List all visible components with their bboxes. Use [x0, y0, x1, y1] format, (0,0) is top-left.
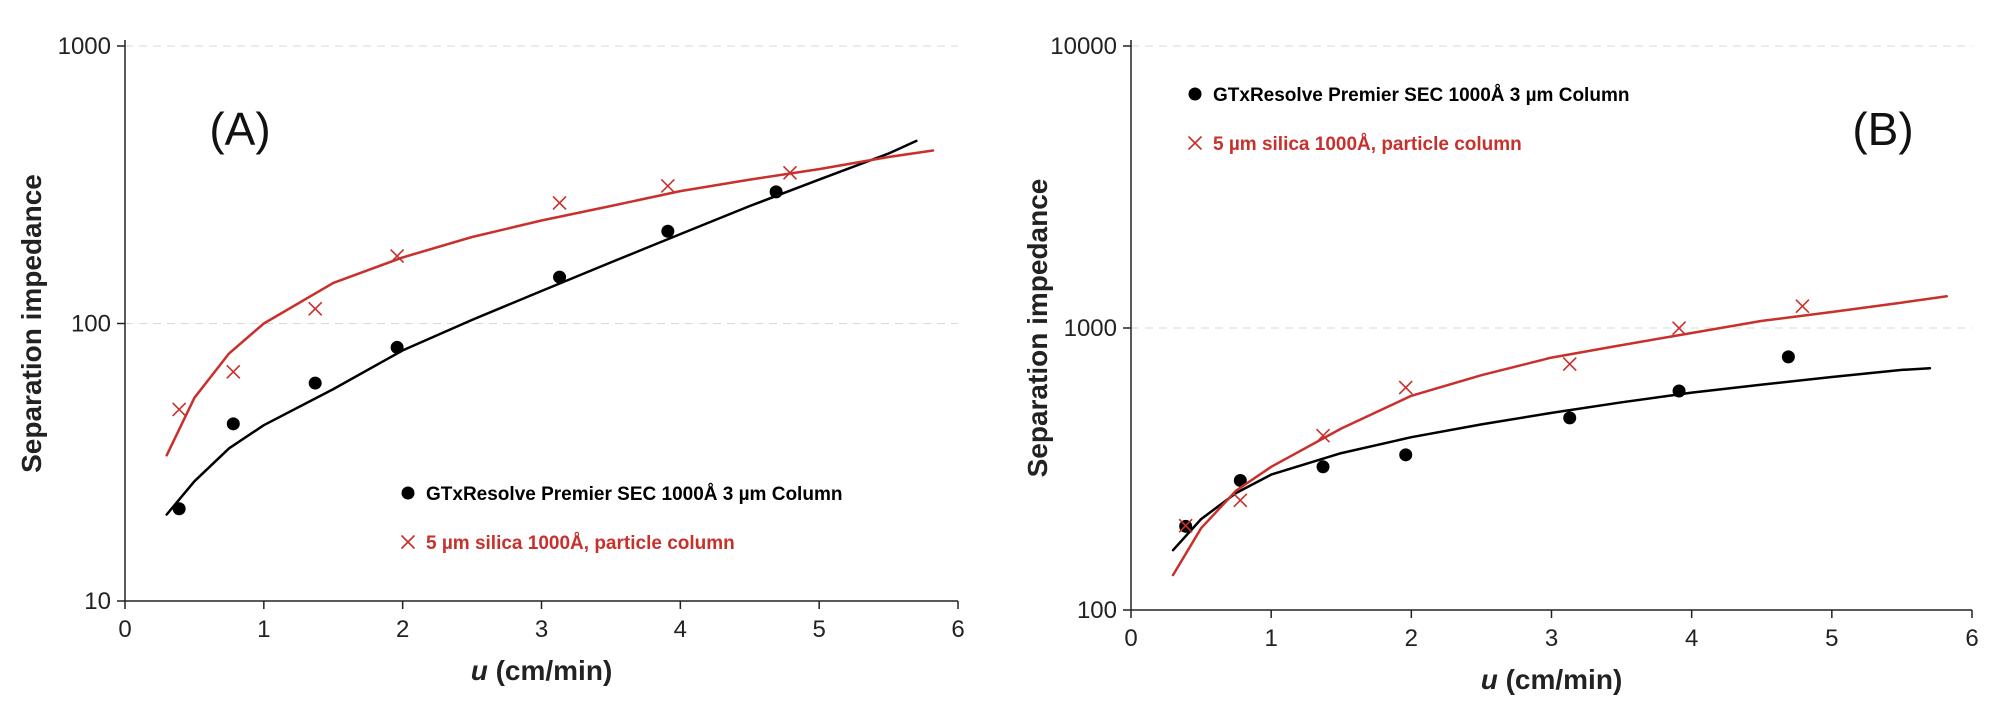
y-tick-label: 1000 [58, 33, 111, 60]
y-axis-title: Separation impedance [16, 174, 47, 473]
data-point [769, 185, 783, 199]
x-tick-label: 3 [535, 616, 548, 643]
y-tick-label: 10000 [1050, 33, 1117, 60]
data-point [390, 340, 404, 354]
data-point [1795, 299, 1810, 314]
x-tick-label: 6 [1965, 625, 1978, 652]
x-tick-label: 4 [1685, 625, 1698, 652]
data-point [1562, 356, 1577, 372]
legend-marker-x [1187, 135, 1203, 151]
x-tick-label: 2 [1405, 625, 1418, 652]
data-point [390, 248, 405, 264]
legend: GTxResolve Premier SEC 1000Å 3 µm Column… [1187, 85, 1629, 155]
data-point [308, 376, 322, 390]
legend-entry-label: GTxResolve Premier SEC 1000Å 3 µm Column [426, 484, 842, 505]
data-point [1233, 493, 1248, 508]
data-point [1315, 428, 1331, 443]
x-tick-label: 3 [1545, 625, 1558, 652]
data-point [226, 417, 240, 431]
legend-entry-label: 5 µm silica 1000Å, particle column [426, 533, 735, 554]
legend: GTxResolve Premier SEC 1000Å 3 µm Column… [400, 484, 842, 554]
series-0-fit-curve [1171, 366, 1932, 552]
panel-label: (A) [209, 103, 270, 155]
data-point [226, 364, 241, 379]
data-point [1781, 350, 1795, 364]
x-tick-label: 1 [257, 616, 270, 643]
y-tick-label: 1000 [1064, 315, 1117, 342]
series-0 [1171, 350, 1932, 552]
data-point [1671, 321, 1687, 336]
data-point [553, 270, 567, 284]
y-tick-label: 100 [1077, 597, 1117, 624]
series-0-fit-curve [165, 139, 918, 516]
series-0 [165, 139, 918, 516]
x-axis-title: u (cm/min) [1481, 664, 1623, 695]
data-point [1233, 473, 1247, 487]
legend-marker-circle [1188, 87, 1202, 101]
y-axis-title: Separation impedance [1022, 179, 1053, 478]
data-point [1398, 380, 1413, 395]
data-point [660, 178, 675, 194]
x-axis-unit: (cm/min) [488, 655, 612, 686]
x-tick-label: 5 [812, 616, 825, 643]
chart-panel-1: 100 1000 10000 0 1 2 3 4 5 6 u (cm/min) Separation … [1022, 33, 1979, 695]
x-tick-label: 2 [396, 616, 409, 643]
y-tick-label: 100 [71, 311, 111, 338]
series-1-fit-curve [1171, 295, 1949, 577]
data-point [782, 165, 798, 180]
x-tick-label: 0 [1124, 625, 1137, 652]
data-point [661, 224, 675, 238]
legend-entry-label: GTxResolve Premier SEC 1000Å 3 µm Column [1213, 85, 1629, 106]
x-tick-label: 1 [1264, 625, 1277, 652]
data-point [1672, 384, 1686, 398]
x-tick-label: 6 [951, 616, 964, 643]
series-1 [165, 149, 935, 457]
chart-panel-0: 10 100 1000 0 1 2 3 4 5 6 u (cm/min) Separation imp… [16, 33, 965, 686]
x-tick-label: 5 [1825, 625, 1838, 652]
data-point [1316, 460, 1330, 474]
x-tick-label: 4 [674, 616, 687, 643]
data-point [1178, 518, 1193, 533]
data-point [1399, 448, 1413, 462]
data-point [552, 195, 567, 210]
data-point [172, 502, 186, 516]
x-axis-title: u (cm/min) [471, 655, 613, 686]
legend-entry-label: 5 µm silica 1000Å, particle column [1213, 134, 1522, 155]
x-axis-variable: u [1481, 664, 1498, 695]
panel-label: (B) [1852, 103, 1913, 155]
x-axis-variable: u [471, 655, 488, 686]
series-1 [1171, 295, 1949, 577]
data-point [172, 402, 187, 417]
x-tick-label: 0 [118, 616, 131, 643]
series-1-fit-curve [165, 149, 935, 457]
legend-marker-x [400, 534, 416, 550]
data-point [308, 301, 323, 316]
y-tick-label: 10 [84, 588, 111, 615]
data-point [1563, 411, 1577, 425]
legend-marker-circle [401, 486, 415, 500]
x-axis-unit: (cm/min) [1498, 664, 1622, 695]
